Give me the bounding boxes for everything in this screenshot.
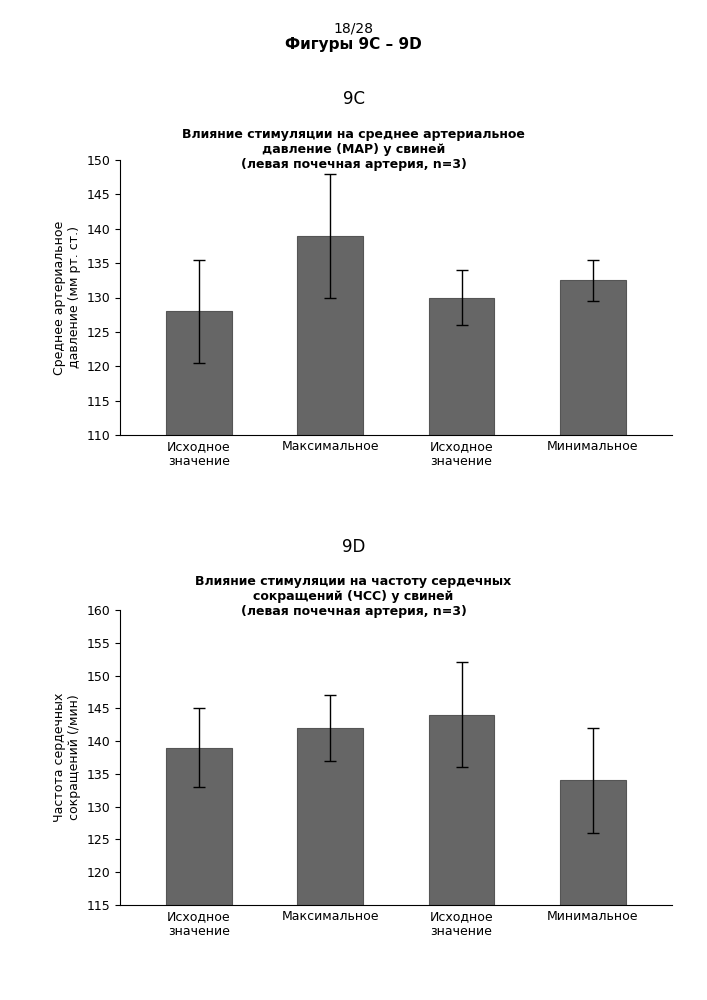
Text: 18/28: 18/28 bbox=[334, 22, 373, 36]
Text: Влияние стимуляции на частоту сердечных
сокращений (ЧСС) у свиней
(левая почечна: Влияние стимуляции на частоту сердечных … bbox=[195, 575, 512, 618]
Bar bbox=[166, 748, 232, 1000]
Text: Влияние стимуляции на среднее артериальное
давление (MAP) у свиней
(левая почечн: Влияние стимуляции на среднее артериальн… bbox=[182, 128, 525, 171]
Bar bbox=[560, 280, 626, 1000]
Bar bbox=[166, 311, 232, 1000]
Text: 9D: 9D bbox=[341, 538, 366, 556]
Text: 9C: 9C bbox=[342, 90, 365, 108]
Text: Фигуры 9C – 9D: Фигуры 9C – 9D bbox=[285, 37, 422, 52]
Bar bbox=[298, 728, 363, 1000]
Bar bbox=[298, 236, 363, 1000]
Bar bbox=[560, 780, 626, 1000]
Y-axis label: Среднее артериальное
давление (мм рт. ст.): Среднее артериальное давление (мм рт. ст… bbox=[53, 220, 81, 375]
Y-axis label: Частота сердечных
сокращений (/мин): Частота сердечных сокращений (/мин) bbox=[53, 693, 81, 822]
Bar bbox=[428, 298, 494, 1000]
Bar bbox=[428, 715, 494, 1000]
